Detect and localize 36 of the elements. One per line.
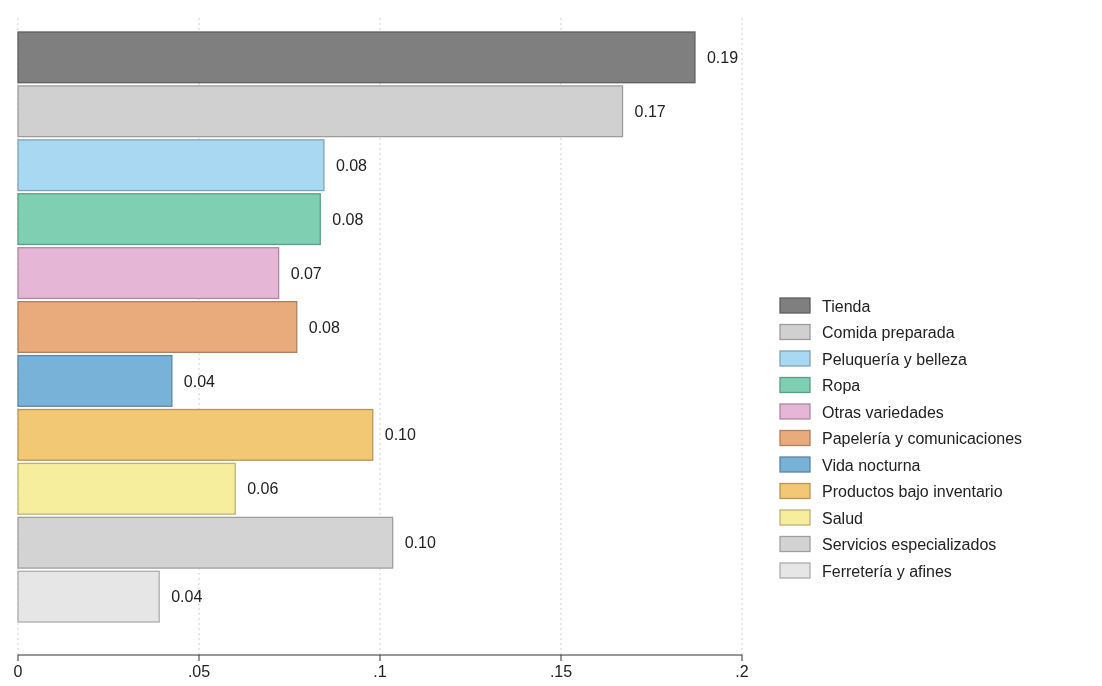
data-label: 0.08	[335, 156, 368, 174]
data-label: 0.10	[384, 426, 416, 444]
legend-label: Comida preparada	[822, 324, 955, 342]
data-label: 0.04	[171, 588, 203, 606]
legend-label: Salud	[822, 509, 863, 527]
bar	[17, 193, 321, 246]
legend-label: Papelería y comunicaciones	[822, 430, 1023, 448]
x-tick-label: .1	[373, 663, 387, 680]
bar	[17, 31, 696, 84]
x-tick-label: .2	[735, 663, 749, 680]
data-label: 0.06	[247, 480, 279, 498]
legend-label: Productos bajo inventario	[822, 483, 1003, 501]
bar	[17, 301, 298, 353]
data-label: 0.17	[634, 102, 666, 120]
data-label: 0.08	[332, 210, 364, 228]
x-tick-label: .05	[187, 663, 211, 680]
data-label: 0.04	[183, 372, 216, 390]
x-tick-label: 0	[13, 663, 23, 680]
legend-label: Otras variedades	[822, 403, 944, 421]
legend-label: Ferretería y afines	[822, 562, 952, 580]
legend-label: Peluquería y belleza	[822, 350, 968, 368]
x-tick-label: .15	[549, 663, 573, 680]
legend-label: Vida nocturna	[822, 456, 921, 474]
bar	[17, 570, 160, 623]
legend-label: Ropa	[822, 377, 861, 395]
data-label: 0.19	[706, 48, 739, 66]
bar	[17, 462, 236, 515]
bar	[17, 139, 325, 192]
bar	[17, 354, 173, 407]
data-label: 0.10	[404, 534, 436, 552]
bar	[17, 247, 280, 300]
legend-label: Servicios especializados	[822, 536, 997, 554]
legend-label: Tienda	[822, 297, 871, 315]
data-label: 0.07	[290, 264, 322, 282]
bar	[17, 408, 374, 461]
data-label: 0.08	[308, 318, 340, 336]
